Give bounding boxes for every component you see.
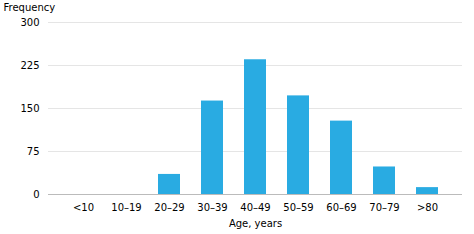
svg-text:0: 0 — [33, 189, 39, 200]
svg-text:150: 150 — [20, 103, 39, 114]
svg-text:40–49: 40–49 — [240, 202, 270, 213]
svg-text:60–69: 60–69 — [326, 202, 356, 213]
svg-text:>80: >80 — [417, 202, 438, 213]
svg-text:30–39: 30–39 — [197, 202, 227, 213]
svg-text:300: 300 — [20, 17, 39, 28]
svg-text:Age, years: Age, years — [229, 218, 282, 229]
svg-text:70–79: 70–79 — [369, 202, 399, 213]
svg-text:10–19: 10–19 — [111, 202, 141, 213]
svg-text:225: 225 — [20, 60, 39, 71]
svg-text:Frequency: Frequency — [4, 2, 56, 13]
svg-text:50–59: 50–59 — [283, 202, 313, 213]
svg-text:75: 75 — [27, 146, 40, 157]
svg-text:20–29: 20–29 — [154, 202, 184, 213]
svg-text:<10: <10 — [73, 202, 94, 213]
